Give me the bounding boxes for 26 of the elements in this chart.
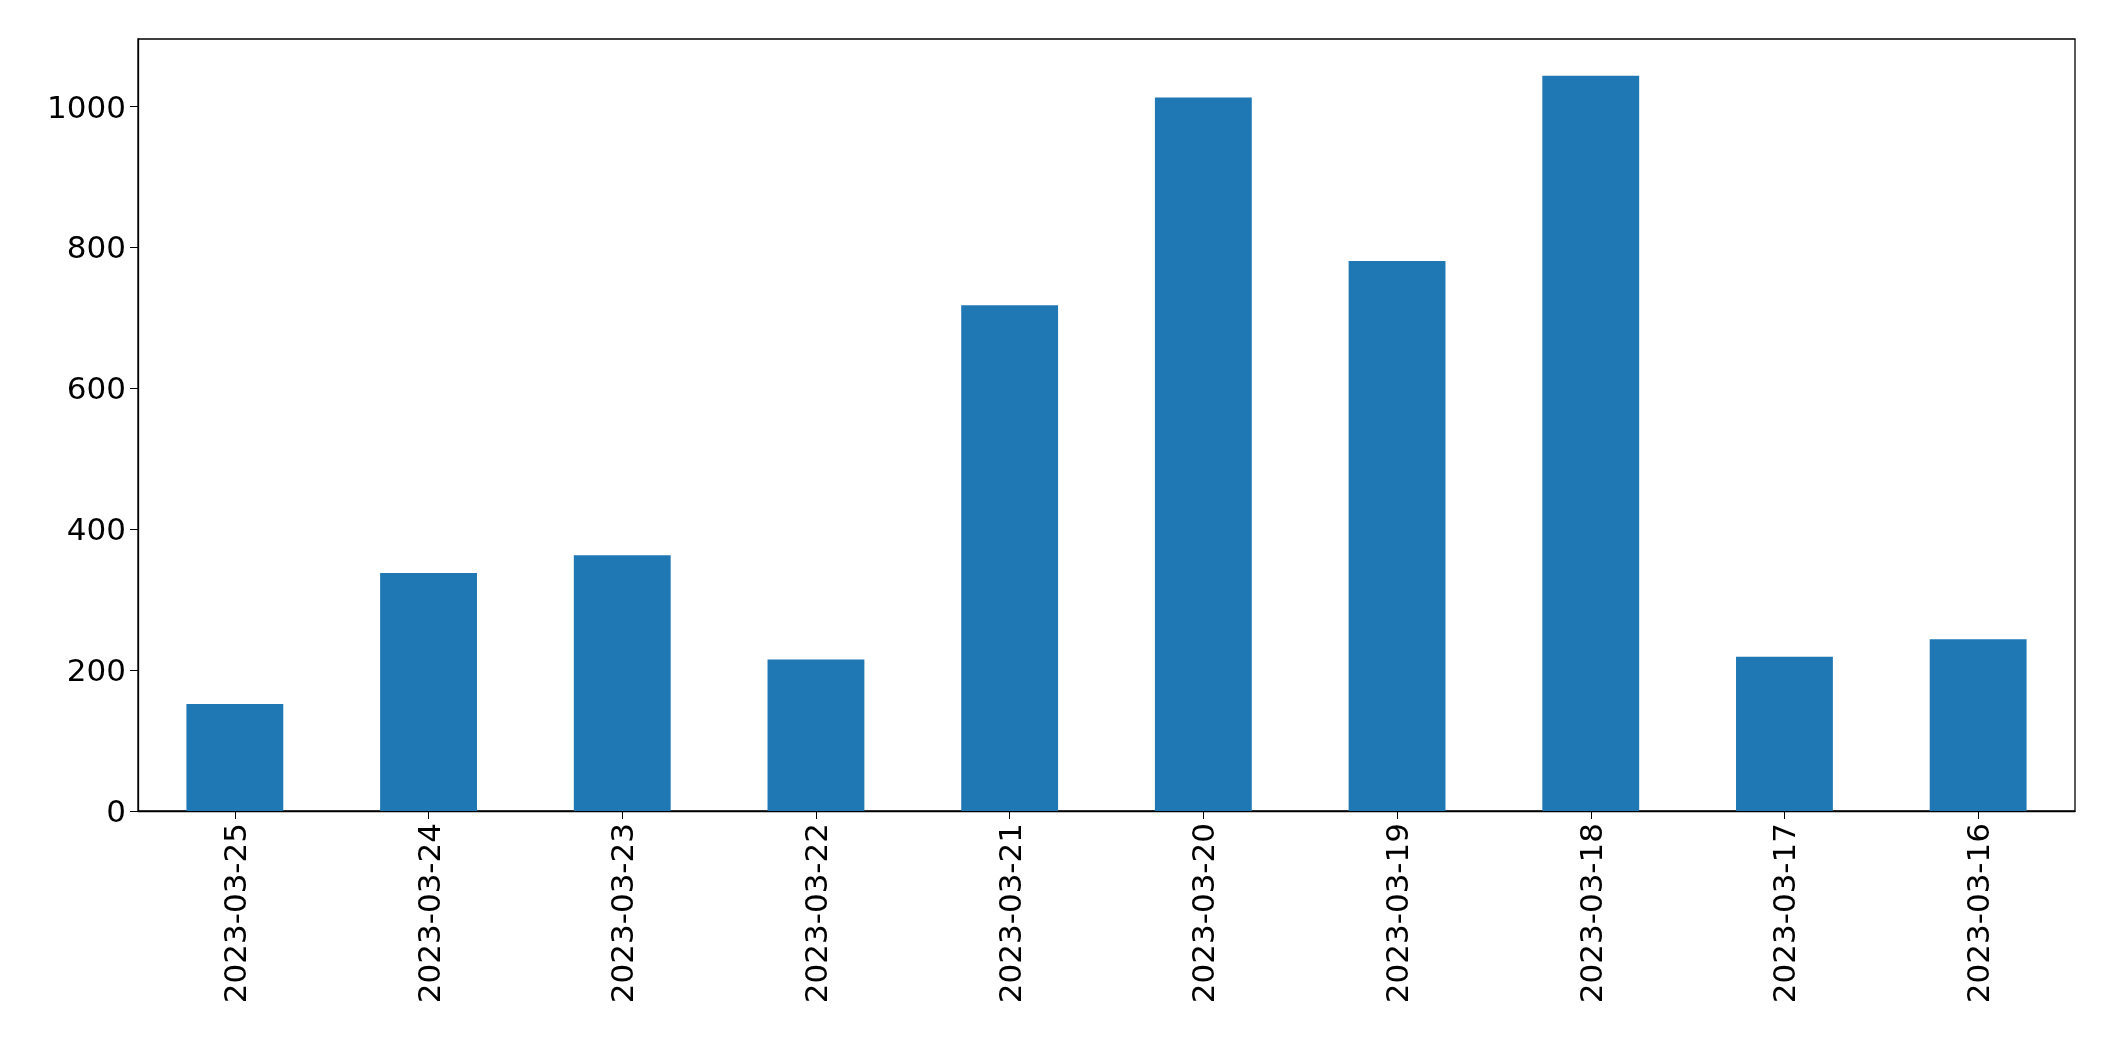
x-tick-label: 2023-03-18 [1572, 823, 1609, 1004]
bar [1736, 656, 1833, 811]
bar [1348, 260, 1446, 811]
bar [767, 659, 865, 811]
x-tick-label: 2023-03-21 [991, 823, 1028, 1004]
x-tick-label: 2023-03-16 [1960, 823, 1997, 1004]
y-tick-label: 200 [66, 652, 126, 689]
y-tick-label: 400 [66, 511, 126, 548]
bar [1154, 97, 1252, 811]
x-tick-label: 2023-03-22 [797, 823, 834, 1004]
y-tick-label: 0 [106, 793, 126, 829]
x-tick-label: 2023-03-20 [1185, 823, 1222, 1004]
x-tick-label: 2023-03-23 [604, 823, 641, 1004]
bar [186, 703, 284, 811]
bar [1929, 639, 2027, 811]
x-tick-label: 2023-03-25 [216, 823, 253, 1004]
y-tick-label: 600 [66, 370, 126, 407]
bar [1542, 75, 1640, 811]
bar [573, 555, 671, 811]
x-tick-label: 2023-03-17 [1766, 823, 1803, 1004]
bar [380, 572, 477, 811]
x-tick-label: 2023-03-24 [410, 823, 447, 1004]
y-tick-label: 1000 [47, 88, 126, 125]
bar [961, 305, 1059, 811]
y-tick-label: 800 [66, 229, 126, 266]
x-tick-label: 2023-03-19 [1379, 823, 1416, 1004]
